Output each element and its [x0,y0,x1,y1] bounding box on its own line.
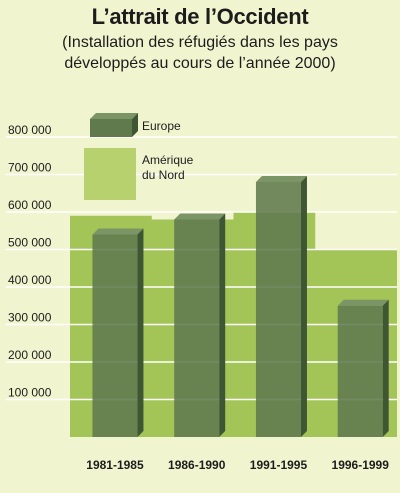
y-tick-label: 800 000 [8,123,52,137]
europe-bar-side [219,213,226,437]
legend-swatch-north-america [84,148,136,200]
europe-bar-front [174,219,220,437]
chart-subtitle-line-2: développés au cours de l’année 2000) [64,55,336,72]
europe-bar-front [255,182,301,437]
europe-bar-front [92,234,138,437]
europe-bar-front [337,305,383,437]
y-tick-label: 300 000 [8,311,52,325]
europe-bar-side [382,299,389,437]
chart-title: L’attrait de l’Occident [91,4,309,29]
europe-bar-side [300,176,307,437]
legend-item-north-america: Amérique du Nord [84,148,194,200]
chart-subtitle: (Installation des réfugiés dans les pays… [0,32,400,74]
y-tick-label: 100 000 [8,386,52,400]
y-tick-label: 600 000 [8,198,52,212]
europe-bar-top [92,228,144,235]
x-tick-label: 1991-1995 [250,458,308,472]
europe-bar-side [137,228,144,437]
y-tick-label: 200 000 [8,348,52,362]
europe-bar-top [255,176,307,182]
legend-label-europe: Europe [142,119,181,133]
europe-bar-top [174,213,226,220]
europe-bar-top [337,299,389,306]
legend-item-europe: Europe [90,113,181,137]
y-tick-label: 400 000 [8,273,52,287]
europe-bar [174,213,226,437]
legend-label-north-america: Amérique du Nord [142,153,194,182]
legend-swatch-europe [90,119,132,137]
europe-bar [337,299,389,437]
x-tick-label: 1986-1990 [168,458,226,472]
y-tick-label: 700 000 [8,161,52,175]
x-tick-label: 1981-1985 [86,458,144,472]
europe-bar [92,228,144,437]
chart-subtitle-line-1: (Installation des réfugiés dans les pays [62,34,338,51]
x-tick-label: 1996-1999 [332,458,390,472]
legend-swatch-europe-top [90,113,138,119]
legend-swatch-europe-side [132,113,138,137]
europe-bar [255,176,307,437]
y-tick-label: 500 000 [8,236,52,250]
